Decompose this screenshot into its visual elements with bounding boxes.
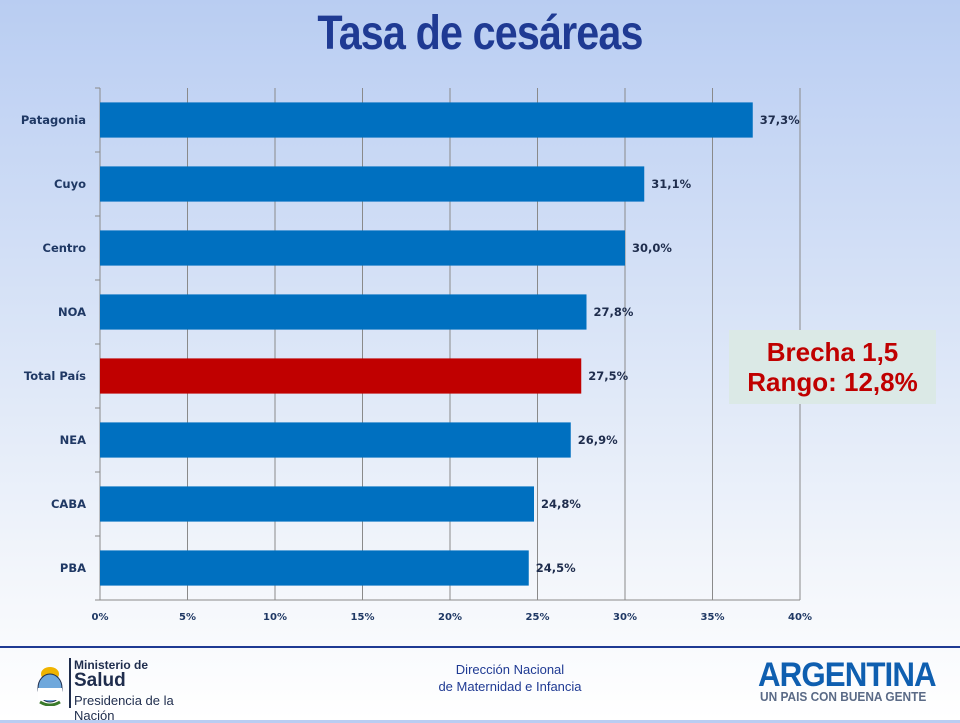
ministerio-logo: Ministerio de Salud Presidencia de la Na… xyxy=(34,656,214,723)
data-label: 27,8% xyxy=(594,305,634,319)
category-label: Centro xyxy=(43,241,87,255)
callout-line-1: Brecha 1,5 xyxy=(766,337,899,367)
data-label: 24,8% xyxy=(541,497,581,511)
x-tick-label: 5% xyxy=(179,612,196,623)
data-label: 26,9% xyxy=(578,433,618,447)
bar xyxy=(100,358,582,394)
chart-axis xyxy=(95,87,800,601)
x-tick-label: 35% xyxy=(701,612,725,623)
tick-labels: 0% 5% 10% 15% 20% 25% 30% 35% 40% xyxy=(92,612,812,623)
argentina-logo: ARGENTINA UN PAIS CON BUENA GENTE xyxy=(758,656,938,706)
callout-line-2: Rango: 12,8% xyxy=(747,367,918,397)
argentina-wordmark: ARGENTINA xyxy=(758,656,937,694)
category-label: CABA xyxy=(51,497,86,511)
x-tick-label: 10% xyxy=(263,612,287,623)
data-label: 37,3% xyxy=(760,113,800,127)
argentina-tagline: UN PAIS CON BUENA GENTE xyxy=(760,690,927,704)
footer-line-2: de Maternidad e Infancia xyxy=(438,679,582,694)
ministerio-line-3: Presidencia de la Nación xyxy=(74,693,174,723)
chart-bars xyxy=(100,102,753,586)
x-tick-label: 15% xyxy=(351,612,375,623)
coat-of-arms-icon xyxy=(37,667,63,706)
category-label: NOA xyxy=(58,305,86,319)
category-label: Cuyo xyxy=(54,177,86,191)
category-label: Total País xyxy=(24,369,86,383)
footer-direccion: Dirección Nacional de Maternidad e Infan… xyxy=(380,661,640,695)
bar xyxy=(100,166,645,202)
footer-divider xyxy=(0,646,960,648)
ministerio-line-2: Salud xyxy=(74,670,126,691)
bar xyxy=(100,230,625,266)
ministerio-line-1: Ministerio de xyxy=(74,658,149,672)
data-label: 27,5% xyxy=(588,369,628,383)
x-tick-label: 25% xyxy=(526,612,550,623)
gap-callout: Brecha 1,5 Rango: 12,8% xyxy=(729,330,936,404)
bar xyxy=(100,294,587,330)
x-tick-label: 40% xyxy=(788,612,812,623)
x-tick-label: 20% xyxy=(438,612,462,623)
bar xyxy=(100,102,753,138)
category-label: Patagonia xyxy=(21,113,86,127)
data-label: 24,5% xyxy=(536,561,576,575)
chart-grid xyxy=(99,88,801,600)
page-title: Tasa de cesáreas xyxy=(317,7,643,60)
footer-line-1: Dirección Nacional xyxy=(455,662,565,677)
data-label: 30,0% xyxy=(632,241,672,255)
bar xyxy=(100,550,529,586)
x-tick-label: 0% xyxy=(92,612,109,623)
bar xyxy=(100,486,534,522)
logo-divider xyxy=(69,658,71,708)
category-label: NEA xyxy=(60,433,86,447)
bar xyxy=(100,422,571,458)
category-labels: Patagonia Cuyo Centro NOA Total País NEA CABA P… xyxy=(21,113,86,575)
data-labels: 37,3% 31,1% 30,0% 27,8% 27,5% 26,9% 24,8% 24,5% xyxy=(536,113,800,575)
bar-chart: Patagonia Cuyo Centro NOA Total País NEA CABA P… xyxy=(21,87,812,623)
x-tick-label: 30% xyxy=(613,612,637,623)
data-label: 31,1% xyxy=(651,177,691,191)
category-label: PBA xyxy=(60,561,86,575)
